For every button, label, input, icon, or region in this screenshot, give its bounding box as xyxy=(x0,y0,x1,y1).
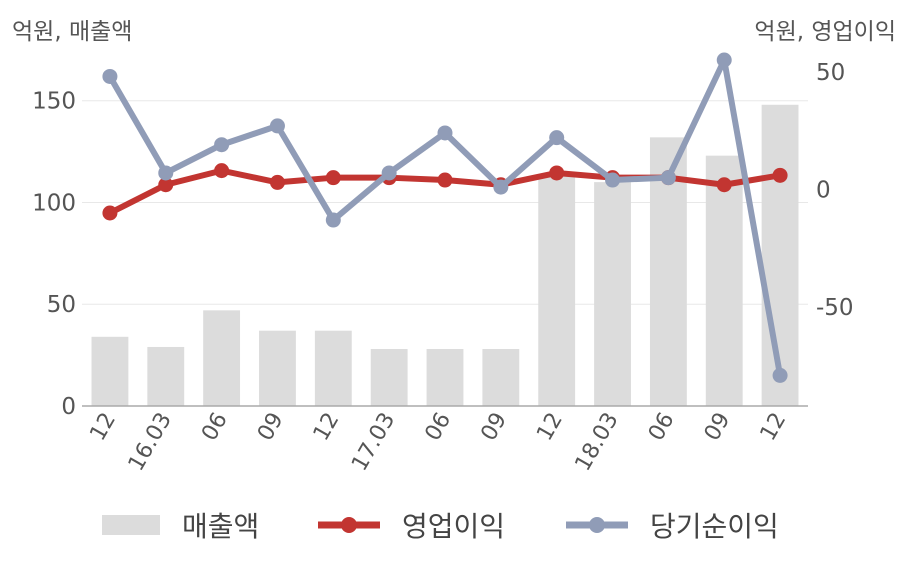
x-axis-tick-label: 06 xyxy=(421,409,457,446)
point-operating-profit xyxy=(437,172,453,188)
x-axis-tick-label: 16.03 xyxy=(124,409,177,476)
legend-label-net-income: 당기순이익 xyxy=(650,510,779,543)
bar-sales xyxy=(594,182,631,406)
x-axis-tick-label: 12 xyxy=(85,409,121,446)
left-axis-tick-label: 100 xyxy=(32,190,76,216)
point-net-income xyxy=(605,172,621,188)
legend-swatch-sales xyxy=(102,515,160,535)
point-net-income xyxy=(549,130,565,146)
left-axis-unit-label: 억원, 매출액 xyxy=(12,19,133,45)
right-axis-unit-label: 억원, 영업이익 xyxy=(754,19,896,45)
left-axis-tick-label: 150 xyxy=(32,89,76,115)
x-axis-tick-label: 06 xyxy=(644,409,680,446)
point-net-income xyxy=(102,68,118,84)
x-axis-tick-label: 09 xyxy=(700,409,736,446)
point-operating-profit xyxy=(549,165,565,181)
legend-label-sales: 매출액 xyxy=(182,510,260,543)
legend-swatch-net-income xyxy=(566,517,628,533)
point-operating-profit xyxy=(214,163,230,179)
point-net-income xyxy=(437,125,453,141)
point-net-income xyxy=(269,118,285,134)
bar-sales xyxy=(203,310,241,406)
x-axis-tick-label: 09 xyxy=(476,409,512,446)
legend-item-sales: 매출액 xyxy=(102,505,259,545)
point-operating-profit xyxy=(772,167,788,183)
x-axis-tick-label: 12 xyxy=(756,409,792,446)
bar-sales xyxy=(705,155,743,406)
bar-sales xyxy=(761,104,799,406)
bar-sales xyxy=(259,330,296,406)
bar-sales xyxy=(370,349,408,406)
x-axis-tick-label: 09 xyxy=(253,409,289,446)
x-axis-tick-label: 12 xyxy=(309,409,345,446)
point-operating-profit xyxy=(269,174,285,190)
bar-sales xyxy=(147,346,185,406)
point-net-income xyxy=(158,165,174,181)
legend-item-net-income: 당기순이익 xyxy=(566,505,779,545)
point-operating-profit xyxy=(102,205,118,221)
legend-item-operating-profit: 영업이익 xyxy=(318,505,505,545)
point-net-income xyxy=(716,52,732,68)
legend: 매출액 영업이익 당기순이익 xyxy=(0,505,908,545)
point-net-income xyxy=(660,170,676,186)
legend-swatch-operating-profit xyxy=(318,517,380,533)
x-axis-tick-label: 12 xyxy=(532,409,568,446)
point-net-income xyxy=(772,367,788,383)
point-net-income xyxy=(325,212,341,228)
point-net-income xyxy=(214,137,230,153)
x-axis-tick-label: 06 xyxy=(197,409,233,446)
bar-sales xyxy=(91,336,129,406)
x-axis-tick-label: 18.03 xyxy=(571,409,624,476)
right-axis-tick-label: 0 xyxy=(816,177,831,203)
bar-sales xyxy=(426,349,464,406)
x-axis-tick-label: 17.03 xyxy=(347,409,400,476)
left-axis-tick-label: 0 xyxy=(61,394,76,420)
point-net-income xyxy=(381,165,397,181)
point-net-income xyxy=(493,179,509,195)
point-operating-profit xyxy=(325,170,341,186)
left-axis-tick-label: 50 xyxy=(47,292,76,318)
bar-sales xyxy=(538,173,576,406)
point-operating-profit xyxy=(716,177,732,193)
right-axis-tick-label: -50 xyxy=(816,295,854,321)
bar-sales xyxy=(314,330,352,406)
right-axis-tick-label: 50 xyxy=(816,60,845,86)
bar-sales xyxy=(482,349,520,406)
legend-label-operating-profit: 영업이익 xyxy=(402,510,506,543)
point-operating-profit xyxy=(158,177,174,193)
